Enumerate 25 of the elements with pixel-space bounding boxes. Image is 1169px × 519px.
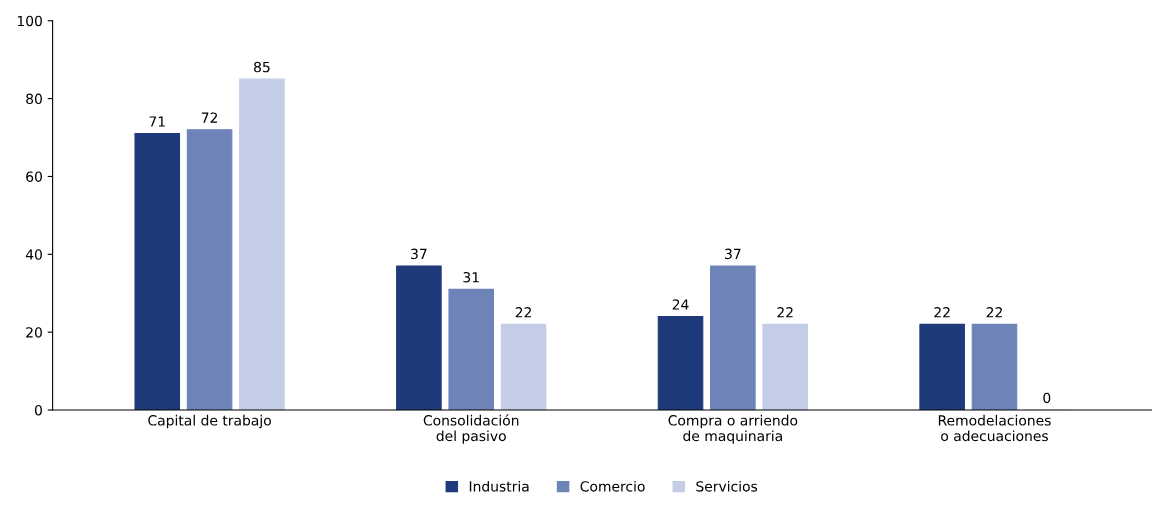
legend-label: Industria (469, 480, 529, 492)
y-tick-label: 80 (26, 93, 42, 105)
x-tick-label: Remodelaciones o adecuaciones (938, 414, 1051, 442)
data-label: 71 (149, 116, 165, 127)
data-label: 22 (934, 307, 950, 318)
x-tick-label: Capital de trabajo (148, 414, 271, 429)
y-tick-label: 100 (17, 15, 42, 27)
data-label: 37 (411, 248, 427, 260)
data-label: 85 (254, 61, 270, 73)
data-label: 22 (986, 307, 1002, 318)
legend-label: Servicios (696, 480, 758, 492)
data-label: 72 (201, 112, 218, 123)
data-label: 24 (672, 299, 689, 310)
y-tick-label: 0 (34, 404, 42, 416)
data-label: 37 (725, 248, 741, 260)
y-tick-label: 40 (25, 249, 42, 260)
y-tick-label: 60 (26, 171, 42, 182)
data-label: 31 (463, 271, 479, 283)
y-tick-label: 20 (26, 327, 42, 338)
data-label: 22 (515, 307, 531, 318)
x-tick-label: Compra o arriendo de maquinaria (668, 414, 798, 444)
data-label: 22 (777, 307, 793, 318)
data-label: 0 (1043, 392, 1051, 404)
legend-label: Comercio (580, 480, 645, 492)
x-tick-label: Consolidación del pasivo (423, 414, 519, 444)
